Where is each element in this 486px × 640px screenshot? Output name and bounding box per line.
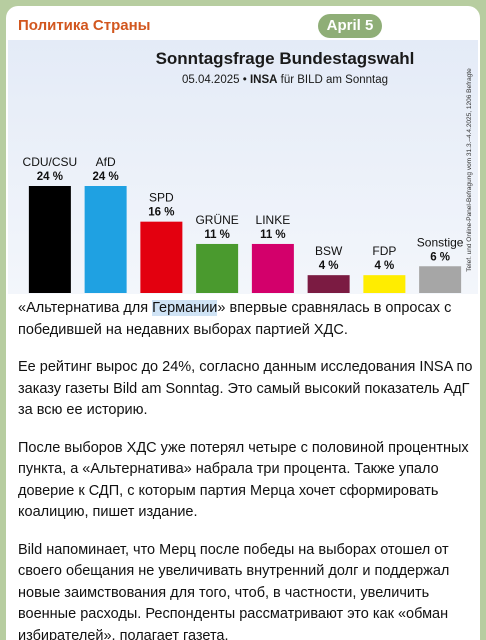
category-label: FDP: [372, 244, 396, 258]
date-pill: April 5: [318, 14, 382, 38]
message-card: Политика Страны April 5 Sonntagsfrage Bu…: [6, 6, 480, 640]
paragraph: После выборов ХДС уже потерял четыре с п…: [18, 439, 469, 521]
category-label: Sonstige: [417, 235, 464, 249]
paragraph: «Альтернатива для Германии» впервые срав…: [18, 298, 474, 341]
value-label: 6 %: [430, 251, 450, 263]
bar: [419, 266, 462, 293]
chart-subtitle: 05.04.2025 • INSA für BILD am Sonntag: [182, 74, 388, 86]
bar: [196, 243, 239, 293]
bar: [84, 186, 127, 293]
category-label: LINKE: [256, 213, 291, 227]
paragraph: Bild напоминает, что Мерц после победы н…: [18, 541, 450, 640]
subtitle-institute: INSA: [250, 74, 277, 86]
value-label: 16 %: [148, 207, 174, 219]
chart: Sonntagsfrage Bundestagswahl 05.04.2025 …: [8, 40, 478, 294]
category-label: GRÜNE: [195, 213, 238, 227]
value-label: 4 %: [319, 260, 339, 272]
bar: [251, 243, 294, 293]
bar: [307, 275, 350, 293]
paragraph: Ее рейтинг вырос до 24%, согласно данным…: [18, 359, 473, 418]
category-label: CDU/CSU: [23, 155, 78, 169]
chart-note: Telef. und Online-Panel-Befragung vom 31…: [466, 68, 473, 272]
value-label: 11 %: [260, 229, 286, 241]
value-label: 11 %: [204, 229, 230, 241]
highlighted-word[interactable]: Германии: [152, 300, 218, 316]
value-label: 24 %: [37, 171, 63, 183]
subtitle-date: 05.04.2025 •: [182, 74, 247, 86]
text: » впервые сравнялась в опросах с победив…: [18, 300, 452, 338]
bar: [140, 221, 183, 293]
bar: [28, 186, 71, 293]
bar: [363, 275, 406, 293]
category-label: SPD: [149, 191, 174, 205]
post-text: «Альтернатива для Германии» впервые срав…: [18, 298, 474, 640]
text: «Альтернатива для: [18, 300, 153, 316]
category-label: BSW: [315, 244, 343, 258]
channel-name[interactable]: Политика Страны: [18, 17, 151, 34]
chart-title: Sonntagsfrage Bundestagswahl: [156, 49, 415, 68]
value-label: 24 %: [93, 171, 119, 183]
subtitle-client: für BILD am Sonntag: [281, 74, 388, 86]
value-label: 4 %: [374, 260, 394, 272]
category-label: AfD: [96, 155, 116, 169]
